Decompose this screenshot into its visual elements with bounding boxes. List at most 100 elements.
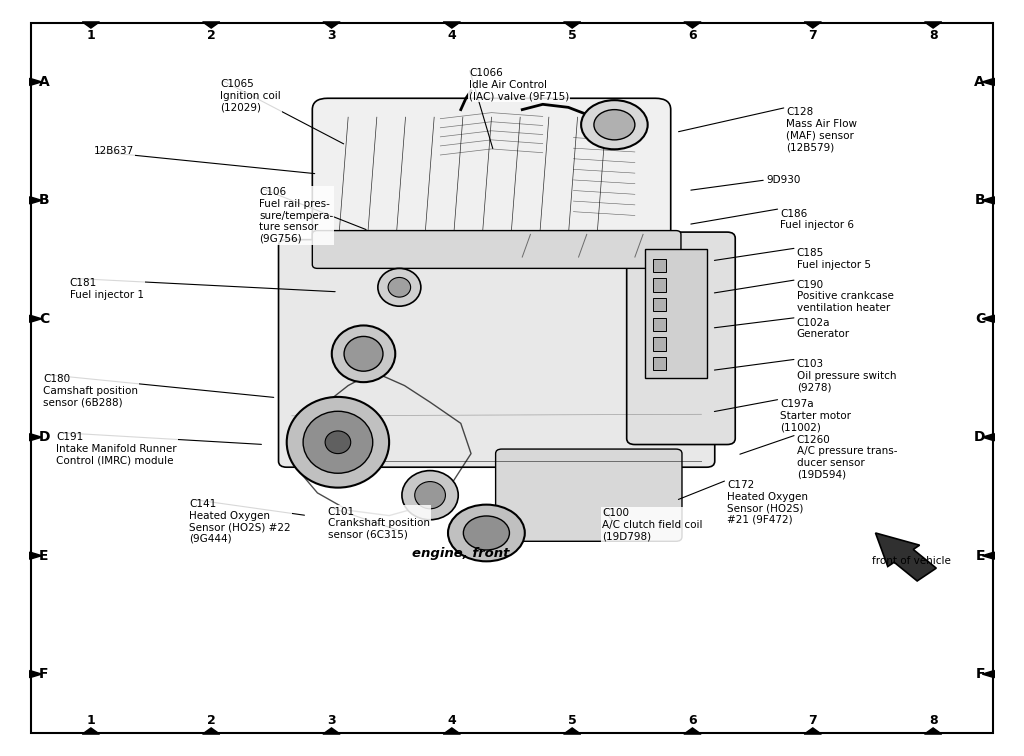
FancyBboxPatch shape: [312, 231, 681, 268]
Text: C1066
Idle Air Control
(IAC) valve (9F715): C1066 Idle Air Control (IAC) valve (9F71…: [469, 68, 569, 101]
Text: 3: 3: [328, 714, 336, 727]
Ellipse shape: [303, 411, 373, 473]
Text: C103
Oil pressure switch
(9278): C103 Oil pressure switch (9278): [797, 359, 896, 392]
Polygon shape: [982, 552, 994, 559]
FancyBboxPatch shape: [312, 98, 671, 268]
Text: C102a
Generator: C102a Generator: [797, 318, 850, 339]
Bar: [276, 79, 768, 552]
Text: 2: 2: [207, 29, 216, 42]
Polygon shape: [30, 434, 42, 441]
Text: 3: 3: [328, 29, 336, 42]
Text: D: D: [39, 430, 50, 445]
Text: 12B637: 12B637: [94, 146, 134, 156]
Polygon shape: [684, 728, 701, 734]
Text: C197a
Starter motor
(11002): C197a Starter motor (11002): [780, 399, 851, 432]
Bar: [653, 357, 666, 370]
FancyBboxPatch shape: [627, 232, 735, 445]
Text: front of vehicle: front of vehicle: [871, 556, 951, 566]
Text: C106
Fuel rail pres-
sure/tempera-
ture sensor
(9G756): C106 Fuel rail pres- sure/tempera- ture …: [259, 187, 334, 244]
Ellipse shape: [401, 470, 459, 520]
Text: 1: 1: [86, 29, 95, 42]
Text: 8: 8: [929, 714, 937, 727]
Text: C1260
A/C pressure trans-
ducer sensor
(19D594): C1260 A/C pressure trans- ducer sensor (…: [797, 435, 897, 479]
Polygon shape: [982, 671, 994, 677]
Text: C: C: [975, 311, 985, 326]
Ellipse shape: [332, 325, 395, 383]
Text: C186
Fuel injector 6: C186 Fuel injector 6: [780, 209, 854, 231]
Text: 6: 6: [688, 714, 696, 727]
Text: D: D: [974, 430, 985, 445]
Text: 2: 2: [207, 714, 216, 727]
Polygon shape: [804, 22, 821, 28]
Polygon shape: [30, 552, 42, 559]
Polygon shape: [323, 22, 340, 28]
Text: C100
A/C clutch field coil
(19D798): C100 A/C clutch field coil (19D798): [602, 508, 702, 541]
Polygon shape: [925, 728, 942, 734]
Polygon shape: [30, 79, 42, 85]
Text: C128
Mass Air Flow
(MAF) sensor
(12B579): C128 Mass Air Flow (MAF) sensor (12B579): [786, 107, 857, 152]
Text: 6: 6: [688, 29, 696, 42]
Polygon shape: [925, 22, 942, 28]
Ellipse shape: [388, 277, 411, 297]
Polygon shape: [443, 728, 461, 734]
Polygon shape: [82, 728, 99, 734]
Text: C101
Crankshaft position
sensor (6C315): C101 Crankshaft position sensor (6C315): [328, 507, 430, 540]
Polygon shape: [82, 22, 99, 28]
Polygon shape: [30, 197, 42, 204]
Text: 4: 4: [447, 714, 457, 727]
Polygon shape: [563, 728, 581, 734]
Text: A: A: [39, 75, 49, 89]
Polygon shape: [30, 315, 42, 322]
Ellipse shape: [463, 516, 510, 550]
Bar: [653, 298, 666, 311]
Text: C181
Fuel injector 1: C181 Fuel injector 1: [70, 278, 143, 300]
Polygon shape: [323, 728, 340, 734]
Text: F: F: [39, 667, 48, 681]
Text: 7: 7: [808, 714, 817, 727]
Polygon shape: [982, 315, 994, 322]
Text: 1: 1: [86, 714, 95, 727]
Polygon shape: [804, 728, 821, 734]
Bar: [653, 278, 666, 292]
Bar: [653, 337, 666, 351]
Polygon shape: [982, 434, 994, 441]
Polygon shape: [30, 671, 42, 677]
Text: B: B: [39, 194, 49, 207]
Text: 4: 4: [447, 29, 457, 42]
Text: 5: 5: [567, 714, 577, 727]
Text: E: E: [39, 549, 48, 562]
Bar: [653, 318, 666, 331]
Ellipse shape: [449, 505, 524, 561]
Text: 8: 8: [929, 29, 937, 42]
Text: C172
Heated Oxygen
Sensor (HO2S)
#21 (9F472): C172 Heated Oxygen Sensor (HO2S) #21 (9F…: [727, 480, 808, 525]
Polygon shape: [203, 728, 220, 734]
Bar: [653, 259, 666, 272]
Ellipse shape: [378, 268, 421, 306]
Ellipse shape: [594, 110, 635, 140]
Text: E: E: [976, 549, 985, 562]
Text: C1065
Ignition coil
(12029): C1065 Ignition coil (12029): [220, 79, 281, 113]
Polygon shape: [563, 22, 581, 28]
Polygon shape: [684, 22, 701, 28]
Text: C191
Intake Manifold Runner
Control (IMRC) module: C191 Intake Manifold Runner Control (IMR…: [56, 432, 177, 466]
Ellipse shape: [326, 431, 350, 454]
Ellipse shape: [287, 397, 389, 488]
Polygon shape: [876, 533, 936, 581]
Text: F: F: [976, 667, 985, 681]
Text: C: C: [39, 311, 49, 326]
FancyBboxPatch shape: [496, 449, 682, 541]
FancyBboxPatch shape: [279, 240, 715, 467]
Text: C141
Heated Oxygen
Sensor (HO2S) #22
(9G444): C141 Heated Oxygen Sensor (HO2S) #22 (9G…: [189, 499, 291, 544]
Text: engine, front: engine, front: [412, 547, 510, 560]
Text: C190
Positive crankcase
ventilation heater: C190 Positive crankcase ventilation heat…: [797, 280, 894, 313]
Polygon shape: [443, 22, 461, 28]
Text: B: B: [975, 194, 985, 207]
Polygon shape: [982, 79, 994, 85]
Text: 5: 5: [567, 29, 577, 42]
Bar: [645, 249, 707, 378]
Text: 7: 7: [808, 29, 817, 42]
Text: C185
Fuel injector 5: C185 Fuel injector 5: [797, 248, 870, 270]
Ellipse shape: [582, 100, 647, 150]
Ellipse shape: [344, 336, 383, 371]
Polygon shape: [203, 22, 220, 28]
